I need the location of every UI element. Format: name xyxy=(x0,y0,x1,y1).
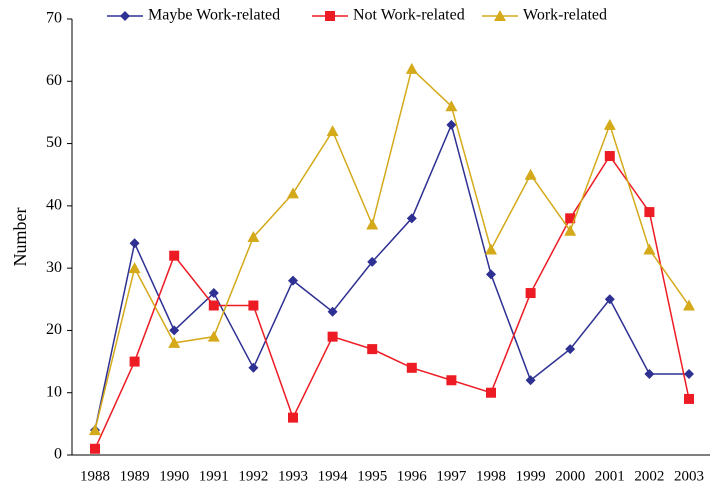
marker xyxy=(367,344,378,355)
marker xyxy=(683,299,695,311)
marker xyxy=(603,118,616,130)
marker xyxy=(90,443,100,454)
x-tick-label: 1990 xyxy=(159,468,189,484)
marker xyxy=(565,213,576,224)
y-tick-label: 10 xyxy=(46,383,62,400)
marker xyxy=(89,424,101,436)
marker xyxy=(128,262,141,274)
marker xyxy=(644,369,655,380)
marker xyxy=(406,213,417,224)
marker xyxy=(288,275,298,286)
x-tick-label: 2002 xyxy=(634,468,664,484)
marker xyxy=(288,412,298,423)
marker xyxy=(120,11,130,21)
marker xyxy=(494,10,506,21)
marker xyxy=(604,151,615,162)
marker xyxy=(248,362,259,373)
marker xyxy=(366,218,379,230)
marker xyxy=(486,387,496,398)
marker xyxy=(247,231,260,242)
marker xyxy=(485,243,497,255)
marker xyxy=(327,306,338,317)
x-tick-label: 1994 xyxy=(318,468,349,484)
marker xyxy=(287,187,299,199)
marker xyxy=(208,300,219,311)
legend-label: Not Work-related xyxy=(353,7,465,24)
x-tick-label: 1998 xyxy=(476,468,506,484)
marker xyxy=(129,356,140,367)
marker xyxy=(327,331,338,342)
series-line xyxy=(94,154,690,450)
x-tick-label: 1996 xyxy=(397,468,428,484)
marker xyxy=(405,62,418,74)
x-tick-label: 1999 xyxy=(516,468,546,484)
marker xyxy=(325,11,335,21)
x-tick-label: 1989 xyxy=(120,468,150,484)
marker xyxy=(445,100,458,112)
marker xyxy=(446,375,457,386)
series-line xyxy=(94,67,690,431)
y-tick-label: 40 xyxy=(46,197,62,214)
marker xyxy=(208,288,219,299)
x-tick-label: 1997 xyxy=(436,468,467,484)
marker xyxy=(684,369,694,380)
y-tick-label: 70 xyxy=(46,10,62,27)
marker xyxy=(643,243,656,255)
x-tick-label: 2003 xyxy=(674,468,704,484)
y-axis-label: Number xyxy=(10,208,30,267)
marker xyxy=(326,125,339,137)
x-tick-label: 1991 xyxy=(199,468,229,484)
y-tick-label: 0 xyxy=(54,446,62,463)
marker xyxy=(367,256,378,267)
marker xyxy=(565,344,576,355)
marker xyxy=(169,325,180,336)
y-tick-label: 30 xyxy=(46,259,62,276)
marker xyxy=(604,294,615,305)
marker xyxy=(129,238,140,249)
marker xyxy=(406,362,417,373)
legend-label: Work-related xyxy=(523,7,607,24)
marker xyxy=(248,300,259,311)
marker xyxy=(525,375,536,386)
y-tick-label: 20 xyxy=(46,321,62,338)
marker xyxy=(168,336,181,348)
x-tick-label: 1995 xyxy=(357,468,387,484)
marker xyxy=(486,269,496,280)
marker xyxy=(207,330,220,342)
y-tick-label: 50 xyxy=(46,134,62,151)
legend-label: Maybe Work-related xyxy=(148,7,280,24)
marker xyxy=(644,207,655,218)
series-line xyxy=(94,122,689,431)
y-tick-label: 60 xyxy=(46,72,62,89)
x-tick-label: 2001 xyxy=(595,468,625,484)
x-tick-label: 2000 xyxy=(555,468,585,484)
marker xyxy=(446,119,457,130)
x-tick-label: 1992 xyxy=(238,468,268,484)
marker xyxy=(169,250,180,261)
marker xyxy=(524,168,537,180)
marker xyxy=(684,393,694,404)
marker xyxy=(525,288,536,299)
x-tick-label: 1993 xyxy=(278,468,308,484)
marker xyxy=(564,224,577,236)
x-tick-label: 1988 xyxy=(80,468,110,484)
